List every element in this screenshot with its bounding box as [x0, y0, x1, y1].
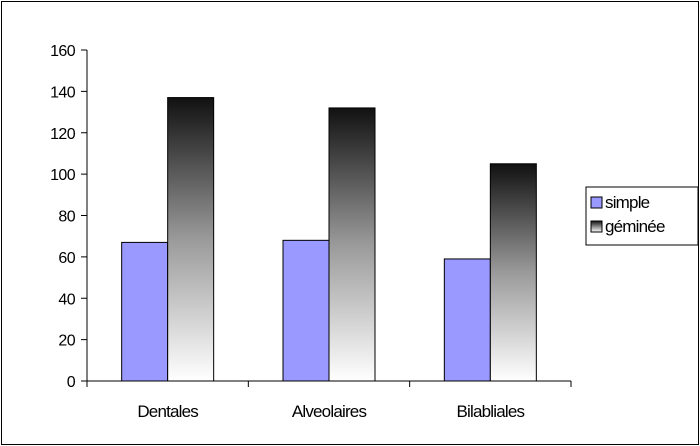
y-tick-label: 60: [58, 250, 75, 267]
legend-label-geminee: géminée: [605, 217, 665, 236]
x-category-label: Dentales: [137, 402, 198, 421]
x-category-label: Bilabliales: [456, 402, 524, 421]
y-tick-label: 120: [50, 126, 76, 143]
y-tick-label: 0: [67, 374, 76, 391]
legend-swatch-geminee: [590, 220, 603, 233]
bar-geminee-3: [489, 163, 537, 382]
y-tick-label: 80: [58, 209, 75, 226]
bar-geminee-1: [167, 97, 215, 382]
y-tick-label: 40: [58, 291, 75, 308]
bar-simple-1: [121, 241, 169, 382]
legend-box: [585, 186, 699, 246]
y-tick-label: 140: [50, 84, 76, 101]
bar-simple-2: [282, 239, 330, 382]
bar-simple-3: [443, 258, 491, 382]
y-tick-label: 100: [50, 167, 76, 184]
legend-label-simple: simple: [605, 193, 650, 212]
bar-geminee-2: [328, 107, 376, 382]
x-category-label: Alveolaires: [292, 402, 367, 421]
y-tick-label: 160: [50, 43, 76, 60]
y-tick-label: 20: [58, 333, 75, 350]
legend-swatch-simple: [590, 196, 603, 209]
